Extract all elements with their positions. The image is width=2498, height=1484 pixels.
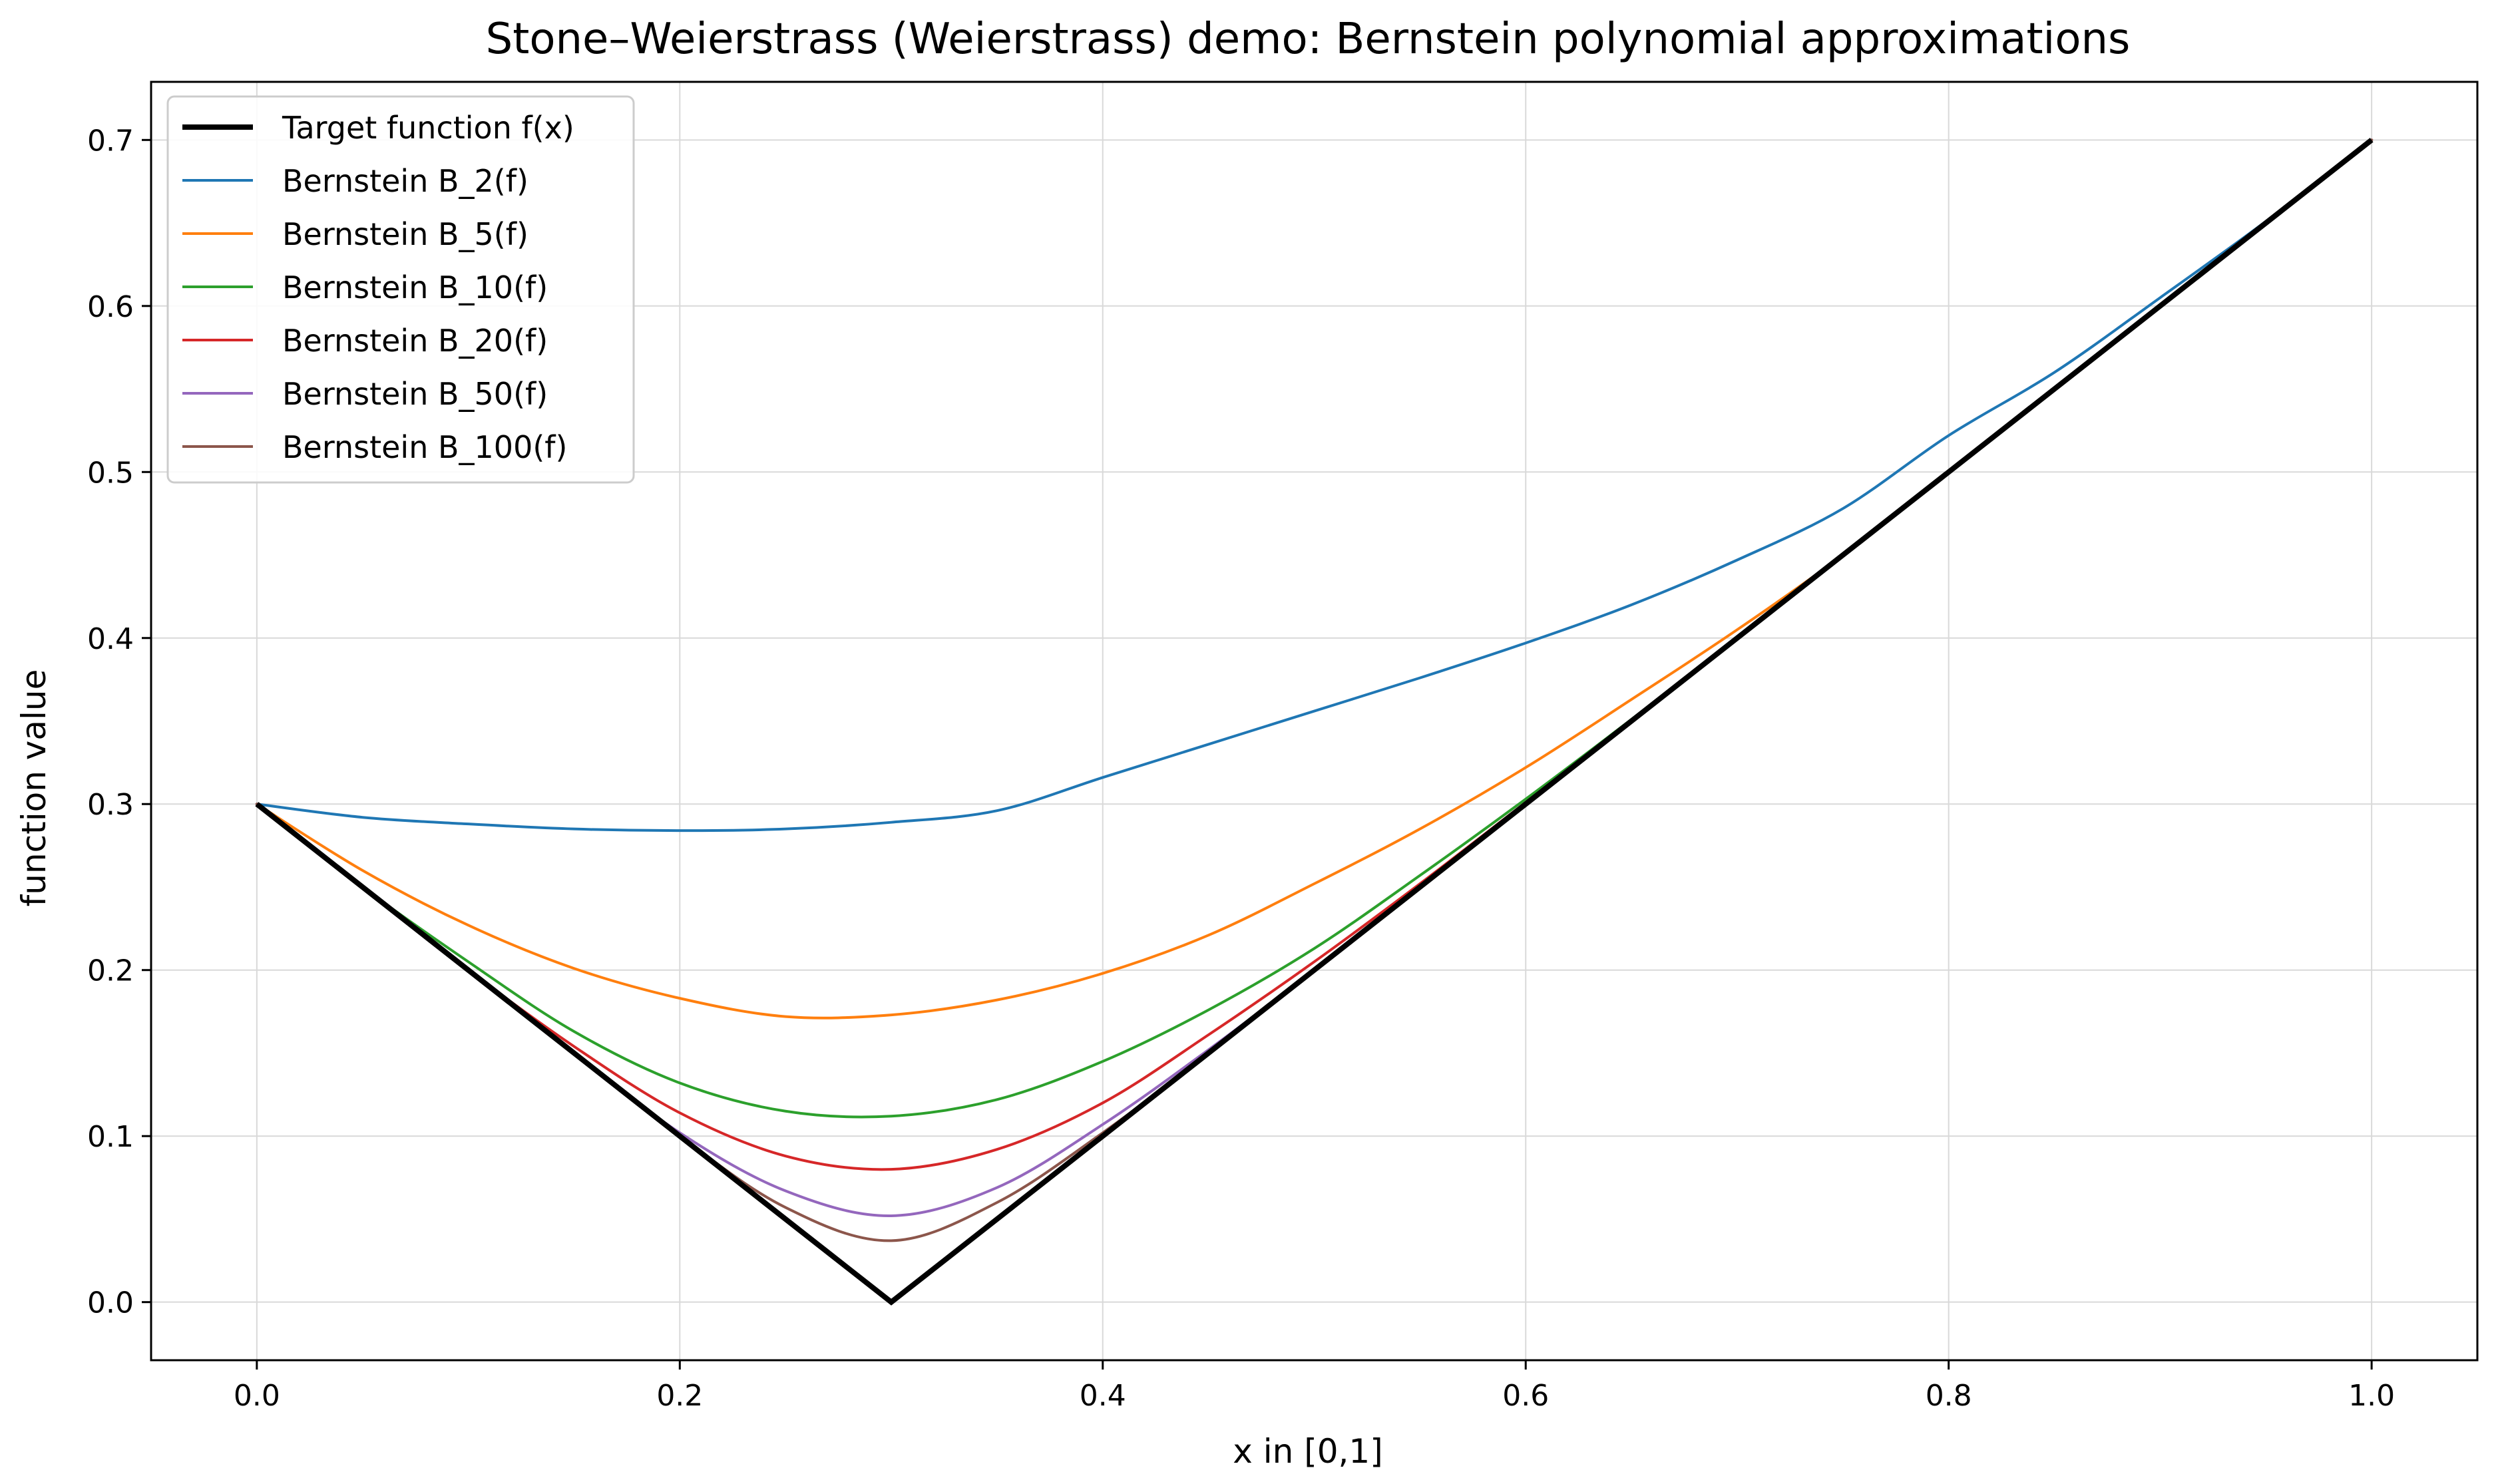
- x-tick-label: 0.4: [1080, 1379, 1126, 1413]
- x-tick-label: 0.6: [1502, 1379, 1549, 1413]
- y-tick-label: 0.4: [87, 622, 134, 656]
- x-axis-label: x in [0,1]: [1233, 1432, 1383, 1471]
- grid-layer: [151, 82, 2477, 1360]
- legend-label: Bernstein B_10(f): [282, 270, 548, 305]
- chart-title: Stone–Weierstrass (Weierstrass) demo: Be…: [486, 15, 2131, 64]
- y-tick-label: 0.3: [87, 788, 134, 822]
- tick-layer: 0.0 0.2 0.4 0.6 0.8 1.0 0.0 0.1 0.2 0.3 0.4 0.5 0.6 0…: [87, 124, 2395, 1413]
- y-axis-label: function value: [15, 669, 53, 907]
- legend-label: Bernstein B_2(f): [282, 163, 528, 199]
- series-line-bernstein-1: [255, 138, 2374, 833]
- y-tick-label: 0.2: [87, 954, 134, 988]
- series-layer: [255, 138, 2374, 1306]
- x-tick-label: 0.2: [656, 1379, 703, 1413]
- x-tick-label: 1.0: [2348, 1379, 2395, 1413]
- x-tick-label: 0.0: [234, 1379, 280, 1413]
- y-tick-label: 0.1: [87, 1120, 134, 1154]
- legend-label: Bernstein B_5(f): [282, 216, 528, 252]
- y-tick-label: 0.7: [87, 124, 134, 158]
- legend-label: Target function f(x): [282, 110, 574, 146]
- legend-box: [166, 95, 635, 484]
- plot-frame: [150, 81, 2479, 1362]
- y-tick-label: 0.6: [87, 290, 134, 324]
- legend: Target function f(x) Bernstein B_2(f) Bern…: [166, 95, 635, 484]
- legend-label: Bernstein B_100(f): [282, 429, 567, 465]
- y-tick-label: 0.5: [87, 456, 134, 490]
- legend-label: Bernstein B_50(f): [282, 376, 548, 412]
- legend-label: Bernstein B_20(f): [282, 323, 548, 359]
- target-function-line: [255, 138, 2374, 1306]
- x-tick-label: 0.8: [1926, 1379, 1972, 1413]
- y-tick-label: 0.0: [87, 1286, 134, 1320]
